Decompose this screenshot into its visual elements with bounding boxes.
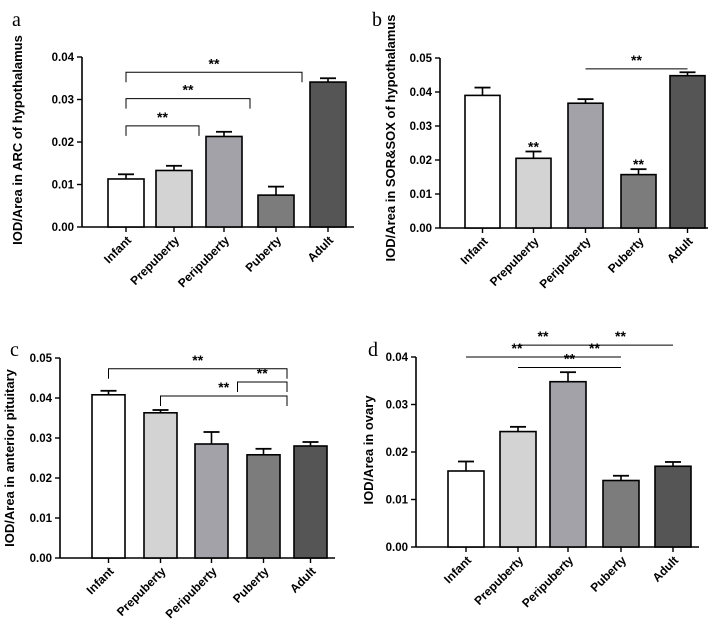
x-tick-label: Peripuberty	[163, 564, 220, 621]
bar-infant	[91, 393, 126, 559]
bar-infant	[107, 178, 145, 228]
y-axis-label: IOD/Area in ovary	[361, 395, 376, 505]
bar-puberty	[257, 194, 295, 228]
y-axis-label: IOD/Area in SOR&SOX of hypothalamus	[383, 14, 398, 261]
bar-prepuberty	[515, 157, 552, 229]
bar-puberty	[620, 173, 657, 229]
panel-letter: c	[10, 339, 19, 361]
significance-bracket	[125, 98, 251, 109]
significance-bracket	[108, 368, 288, 379]
bar-puberty	[246, 453, 281, 559]
x-tick-label: Adult	[664, 234, 696, 266]
x-tick-label: Infant	[84, 564, 117, 597]
y-tick-label: 0.03	[52, 95, 74, 107]
y-tick-label: 0.03	[386, 400, 408, 412]
x-tick-label: Adult	[650, 553, 682, 585]
y-tick-label: 0.03	[410, 121, 432, 133]
panel-a: a IOD/Area in ARC of hypothalamus 0.00 0.01…	[10, 9, 354, 290]
y-tick-label: 0.01	[30, 513, 53, 525]
bar-prepuberty	[143, 411, 178, 559]
x-tick-label: Adult	[287, 564, 319, 596]
x-tick-label: Puberty	[230, 564, 272, 606]
x-tick-label: Puberty	[605, 234, 647, 276]
y-tick-label: 0.00	[386, 542, 408, 554]
x-tick-label: Prepuberty	[487, 234, 542, 289]
bar-prepuberty	[155, 169, 193, 228]
x-tick-label: Adult	[305, 233, 337, 265]
panel-c: c IOD/Area in anterior pituitary 0.00 0.01 0…	[2, 339, 335, 621]
significance-label: **	[564, 350, 575, 366]
bar-peripuberty	[205, 135, 243, 228]
significance-label: **	[538, 328, 549, 344]
y-tick-label: 0.04	[30, 393, 53, 405]
significance-bracket	[237, 381, 288, 392]
significance-label: **	[633, 156, 644, 172]
y-tick-label: 0.02	[410, 155, 432, 167]
y-tick-label: 0.01	[410, 189, 433, 201]
significance-label: **	[631, 52, 642, 68]
panel-d: d IOD/Area in ovary 0.00 0.01 0.02 0.03 0.04 In…	[361, 328, 699, 610]
bar-peripuberty	[549, 380, 587, 548]
significance-label: **	[512, 340, 523, 356]
significance-bracket	[125, 125, 200, 136]
significance-label: **	[209, 55, 220, 71]
bar-infant	[464, 94, 501, 229]
significance-label: **	[615, 328, 626, 344]
y-tick-label: 0.02	[30, 473, 52, 485]
panel-letter: d	[368, 339, 378, 361]
y-tick-label: 0.01	[52, 180, 75, 192]
x-tick-label: Prepuberty	[471, 553, 526, 608]
x-tick-label: Infant	[458, 234, 491, 267]
bar-peripuberty	[194, 443, 229, 559]
bar-adult	[654, 465, 692, 548]
panel-letter: a	[12, 9, 21, 31]
significance-label: **	[183, 82, 194, 98]
y-tick-label: 0.04	[52, 52, 75, 64]
y-tick-label: 0.03	[30, 433, 52, 445]
y-tick-label: 0.04	[386, 352, 409, 364]
significance-label: **	[589, 340, 600, 356]
significance-bracket	[125, 71, 303, 83]
x-tick-label: Prepuberty	[114, 564, 169, 619]
x-tick-label: Puberty	[588, 553, 630, 595]
y-axis-label: IOD/Area in anterior pituitary	[2, 368, 17, 546]
y-tick-label: 0.02	[52, 137, 74, 149]
significance-label: **	[257, 365, 268, 381]
significance-label: **	[192, 352, 203, 368]
bar-prepuberty	[499, 430, 537, 548]
y-tick-label: 0.05	[410, 53, 433, 65]
x-tick-label: Infant	[441, 553, 474, 586]
bar-adult	[309, 81, 347, 228]
y-tick-label: 0.00	[30, 553, 52, 565]
bar-peripuberty	[567, 102, 604, 229]
x-tick-label: Peripuberty	[537, 234, 594, 291]
y-tick-label: 0.00	[410, 223, 432, 235]
y-tick-label: 0.00	[52, 222, 74, 234]
x-tick-label: Puberty	[243, 233, 285, 275]
y-tick-label: 0.01	[386, 495, 409, 507]
bar-puberty	[602, 479, 640, 548]
significance-label: **	[218, 379, 229, 395]
x-tick-label: Prepuberty	[127, 233, 182, 288]
panel-b: b IOD/Area in SOR&SOX of hypothalamus 0.00…	[372, 9, 708, 291]
significance-label: **	[157, 109, 168, 125]
x-tick-label: Peripuberty	[519, 553, 576, 610]
significance-label: **	[528, 139, 539, 155]
y-axis-label: IOD/Area in ARC of hypothalamus	[10, 35, 25, 245]
bar-infant	[447, 470, 485, 548]
bar-adult	[669, 74, 706, 229]
y-tick-label: 0.04	[410, 87, 433, 99]
x-tick-label: Infant	[101, 233, 134, 266]
panel-letter: b	[372, 9, 382, 31]
y-tick-label: 0.05	[30, 353, 53, 365]
y-tick-label: 0.02	[386, 447, 408, 459]
x-tick-label: Peripuberty	[175, 233, 232, 290]
bar-adult	[293, 445, 328, 559]
significance-bracket	[160, 395, 288, 406]
